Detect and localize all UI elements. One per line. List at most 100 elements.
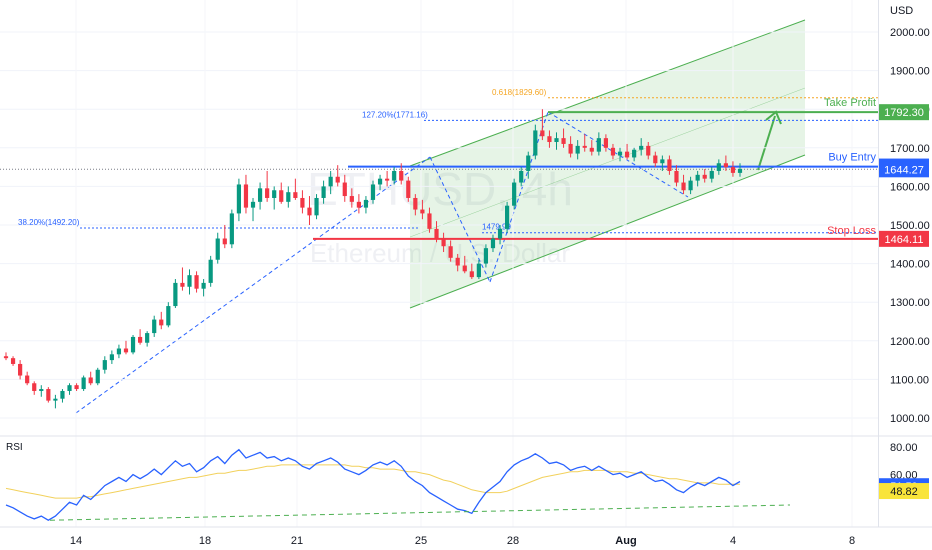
candle-body: [406, 180, 411, 198]
candle-body: [307, 207, 312, 216]
candle-body: [88, 377, 93, 384]
take-profit-tag-text: 1792.30: [884, 107, 924, 119]
candle-body: [681, 182, 686, 191]
candle-body: [272, 190, 277, 198]
fib-level-label: 38.20%(1492.20): [18, 218, 80, 227]
candle-body: [462, 265, 467, 272]
candle-body: [688, 180, 693, 191]
candle-body: [293, 192, 298, 198]
candle-body: [434, 228, 439, 239]
price-tick-label: 1300.00: [890, 297, 930, 309]
time-tick-label: 8: [849, 535, 855, 547]
price-tick-label: 1400.00: [890, 259, 930, 271]
candle-body: [427, 213, 432, 229]
time-tick-label: 18: [199, 535, 211, 547]
candle-body: [702, 174, 707, 179]
rsi-trendline: [49, 504, 791, 521]
candle-body: [617, 151, 623, 156]
rsi-ma-line: [5, 464, 740, 499]
candle-body: [229, 213, 234, 245]
price-tick-label: 1600.00: [890, 181, 930, 193]
candles: [3, 109, 743, 409]
price-tick-label: 1500.00: [890, 220, 930, 232]
fib-level-label: 1479.99: [482, 223, 511, 232]
candle-body: [95, 369, 100, 384]
candle-body: [483, 248, 489, 264]
time-tick-label: 25: [415, 535, 427, 547]
candle-body: [46, 389, 51, 401]
candle-body: [533, 130, 538, 156]
candle-body: [519, 170, 524, 183]
candle-body: [123, 348, 129, 353]
candle-body: [201, 282, 206, 289]
candle-body: [180, 282, 185, 287]
rsi-line: [5, 448, 741, 521]
candle-body: [152, 319, 157, 334]
candle-body: [674, 170, 679, 183]
time-tick-label: 28: [507, 535, 519, 547]
candle-body: [32, 383, 37, 391]
candle-body: [265, 188, 270, 198]
grid: [0, 31, 878, 419]
candle-body: [81, 377, 86, 390]
rsi-label: RSI: [6, 442, 23, 453]
rsi-tick-label: 80.00: [890, 442, 918, 454]
candle-body: [18, 363, 23, 376]
time-tick-label: 21: [291, 535, 303, 547]
candle-body: [653, 155, 658, 164]
candle-body: [377, 178, 383, 185]
stop-loss-tag-text: 1464.11: [885, 234, 924, 246]
candle-body: [646, 145, 651, 156]
candle-body: [370, 184, 376, 200]
candle-body: [540, 130, 545, 137]
candle-body: [392, 170, 397, 181]
candle-body: [222, 238, 227, 245]
ascending-channel: [410, 20, 805, 308]
candle-body: [137, 336, 143, 343]
candle-body: [632, 149, 637, 158]
candle-body: [490, 238, 496, 249]
candle-body: [455, 257, 460, 266]
candle-body: [279, 190, 284, 202]
stop-loss-tag: [879, 230, 929, 247]
price-tick-label: 1900.00: [890, 66, 930, 78]
candle-body: [582, 145, 587, 148]
candle-body: [173, 282, 178, 307]
candle-body: [512, 182, 517, 206]
candle-body: [314, 197, 319, 216]
candle-body: [568, 143, 573, 154]
candle-body: [596, 138, 601, 152]
candle-body: [321, 186, 326, 198]
rsi-ma-value-tag-text: 48.82: [890, 486, 918, 498]
candle-body: [335, 176, 340, 183]
candle-body: [667, 159, 672, 171]
take-profit-tag: [879, 104, 929, 121]
candle-body: [300, 197, 305, 208]
candle-body: [413, 197, 418, 210]
fib-level-label: 127.20%(1771.16): [362, 110, 428, 119]
candle-body: [476, 263, 481, 278]
candle-body: [236, 184, 242, 214]
price-tick-label: 1100.00: [890, 374, 929, 386]
candle-body: [639, 145, 644, 150]
candle-body: [469, 271, 474, 278]
candle-body: [603, 138, 609, 148]
candle-body: [695, 174, 700, 181]
candle-body: [709, 170, 714, 179]
candle-body: [385, 178, 390, 181]
candle-body: [624, 151, 630, 158]
candle-body: [730, 167, 736, 173]
candle-body: [145, 333, 150, 343]
candle-body: [159, 319, 164, 326]
candle-body: [3, 356, 9, 359]
candle-body: [208, 259, 213, 283]
candle-body: [286, 192, 291, 202]
candle-body: [10, 358, 16, 364]
candle-body: [723, 163, 728, 168]
price-levels: Take Profit Buy Entry Stop Loss 0.618(1829.…: [0, 88, 878, 240]
candle-body: [497, 228, 503, 239]
candle-body: [342, 182, 347, 197]
